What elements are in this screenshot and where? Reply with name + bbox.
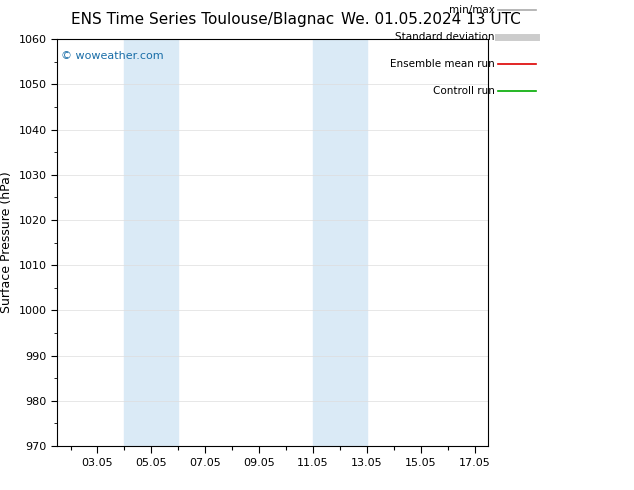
Text: Ensemble mean run: Ensemble mean run bbox=[390, 59, 495, 69]
Bar bbox=[313, 39, 367, 446]
Text: ENS Time Series Toulouse/Blagnac: ENS Time Series Toulouse/Blagnac bbox=[71, 12, 335, 27]
Text: We. 01.05.2024 13 UTC: We. 01.05.2024 13 UTC bbox=[341, 12, 521, 27]
Text: © woweather.com: © woweather.com bbox=[61, 51, 164, 61]
Text: min/max: min/max bbox=[449, 5, 495, 15]
Text: Standard deviation: Standard deviation bbox=[395, 32, 495, 42]
Bar bbox=[124, 39, 178, 446]
Text: Controll run: Controll run bbox=[432, 86, 495, 96]
Y-axis label: Surface Pressure (hPa): Surface Pressure (hPa) bbox=[0, 172, 13, 314]
